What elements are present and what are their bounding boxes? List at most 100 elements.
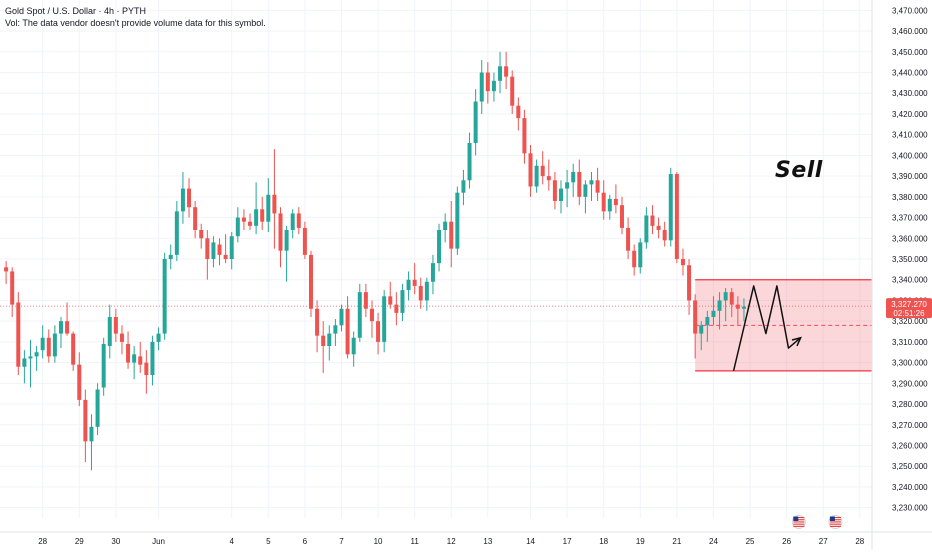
candle-body xyxy=(650,215,655,226)
candle-body xyxy=(382,296,387,342)
candle xyxy=(687,259,692,315)
current-price-badge xyxy=(886,298,932,319)
candle xyxy=(485,62,490,104)
candle xyxy=(272,149,277,249)
flag-stripe xyxy=(793,525,805,527)
candle-body xyxy=(28,356,33,359)
volume-note: Vol: The data vendor doesn't provide vol… xyxy=(5,18,266,28)
candle-body xyxy=(632,250,637,268)
candle xyxy=(528,145,533,197)
candle xyxy=(577,159,582,206)
candle-body xyxy=(430,263,435,282)
y-tick-label: 3,280.000 xyxy=(892,400,928,409)
candle xyxy=(583,180,588,214)
candle xyxy=(711,296,716,326)
y-tick-label: 3,320.000 xyxy=(892,317,928,326)
candle-body xyxy=(4,267,9,272)
candle xyxy=(418,277,423,309)
candle xyxy=(180,171,185,224)
candle-body xyxy=(339,308,344,326)
candle xyxy=(565,169,570,208)
candle xyxy=(644,207,649,249)
candle-body xyxy=(333,325,338,334)
candle-body xyxy=(729,292,734,305)
candle xyxy=(461,169,466,206)
candle-body xyxy=(626,227,631,251)
x-tick-label: Jun xyxy=(152,537,165,546)
candle-body xyxy=(89,426,94,442)
candle-body xyxy=(473,101,478,143)
chart-legend: Gold Spot / U.S. Dollar · 4h · PYTH Vol:… xyxy=(5,5,266,29)
candle-body xyxy=(357,292,362,338)
candle-body xyxy=(34,352,39,357)
projection-line xyxy=(732,285,802,372)
candle-body xyxy=(302,227,307,255)
y-tick-label: 3,250.000 xyxy=(892,462,928,471)
candle xyxy=(241,209,246,230)
candle xyxy=(498,51,503,94)
x-tick-label: 21 xyxy=(672,537,681,546)
candle-body xyxy=(278,213,283,251)
candle-body xyxy=(412,279,417,286)
candle xyxy=(10,267,15,318)
us-flag-icon[interactable] xyxy=(828,515,843,529)
candle-body xyxy=(491,80,496,92)
candle xyxy=(376,312,381,355)
candle-body xyxy=(565,182,570,189)
candle xyxy=(717,292,722,330)
candle xyxy=(571,163,576,197)
candle xyxy=(540,151,545,185)
x-tick-label: 12 xyxy=(447,537,456,546)
symbol-title[interactable]: Gold Spot / U.S. Dollar · 4h · PYTH xyxy=(5,6,147,16)
candle-body xyxy=(583,184,588,197)
candle-body xyxy=(205,238,210,259)
candle-body xyxy=(327,333,332,347)
y-tick-label: 3,390.000 xyxy=(892,172,928,181)
candle-body xyxy=(95,389,100,427)
us-flag-icon[interactable] xyxy=(791,515,806,529)
candle-body xyxy=(656,225,661,230)
candle xyxy=(382,290,387,353)
candle-body xyxy=(443,221,448,230)
flag-stripe xyxy=(793,521,805,523)
candle-body xyxy=(559,188,564,201)
candle-body xyxy=(607,198,612,212)
candle xyxy=(77,352,82,407)
candle xyxy=(424,277,429,311)
candle-body xyxy=(680,259,685,266)
y-tick-label: 3,470.000 xyxy=(892,6,928,15)
candle-body xyxy=(741,306,746,309)
candle-body xyxy=(345,308,350,355)
candle-body xyxy=(699,325,704,334)
candle-body xyxy=(528,153,533,187)
candle xyxy=(400,283,405,322)
candle-body xyxy=(516,105,521,119)
candle-body xyxy=(40,337,45,351)
x-tick-label: 11 xyxy=(411,537,420,546)
candle-body xyxy=(296,213,301,228)
candle-body xyxy=(138,356,143,365)
candle xyxy=(144,350,149,394)
candle xyxy=(546,159,551,191)
candle-body xyxy=(266,194,271,222)
candle-body xyxy=(504,66,509,77)
candle-body xyxy=(162,259,167,334)
x-tick-label: 27 xyxy=(819,537,828,546)
candle xyxy=(357,283,362,342)
candle xyxy=(260,196,265,230)
y-tick-label: 3,400.000 xyxy=(892,151,928,160)
candle xyxy=(388,281,393,309)
candle xyxy=(613,184,618,214)
candle-body xyxy=(485,72,490,92)
candle xyxy=(40,325,45,359)
sell-annotation[interactable]: Sell xyxy=(775,158,823,183)
candle xyxy=(522,109,527,164)
candle xyxy=(626,217,631,259)
candle xyxy=(119,325,124,355)
candle xyxy=(510,70,515,114)
candle xyxy=(126,331,131,369)
x-tick-label: 29 xyxy=(75,537,84,546)
candle-body xyxy=(522,118,527,154)
